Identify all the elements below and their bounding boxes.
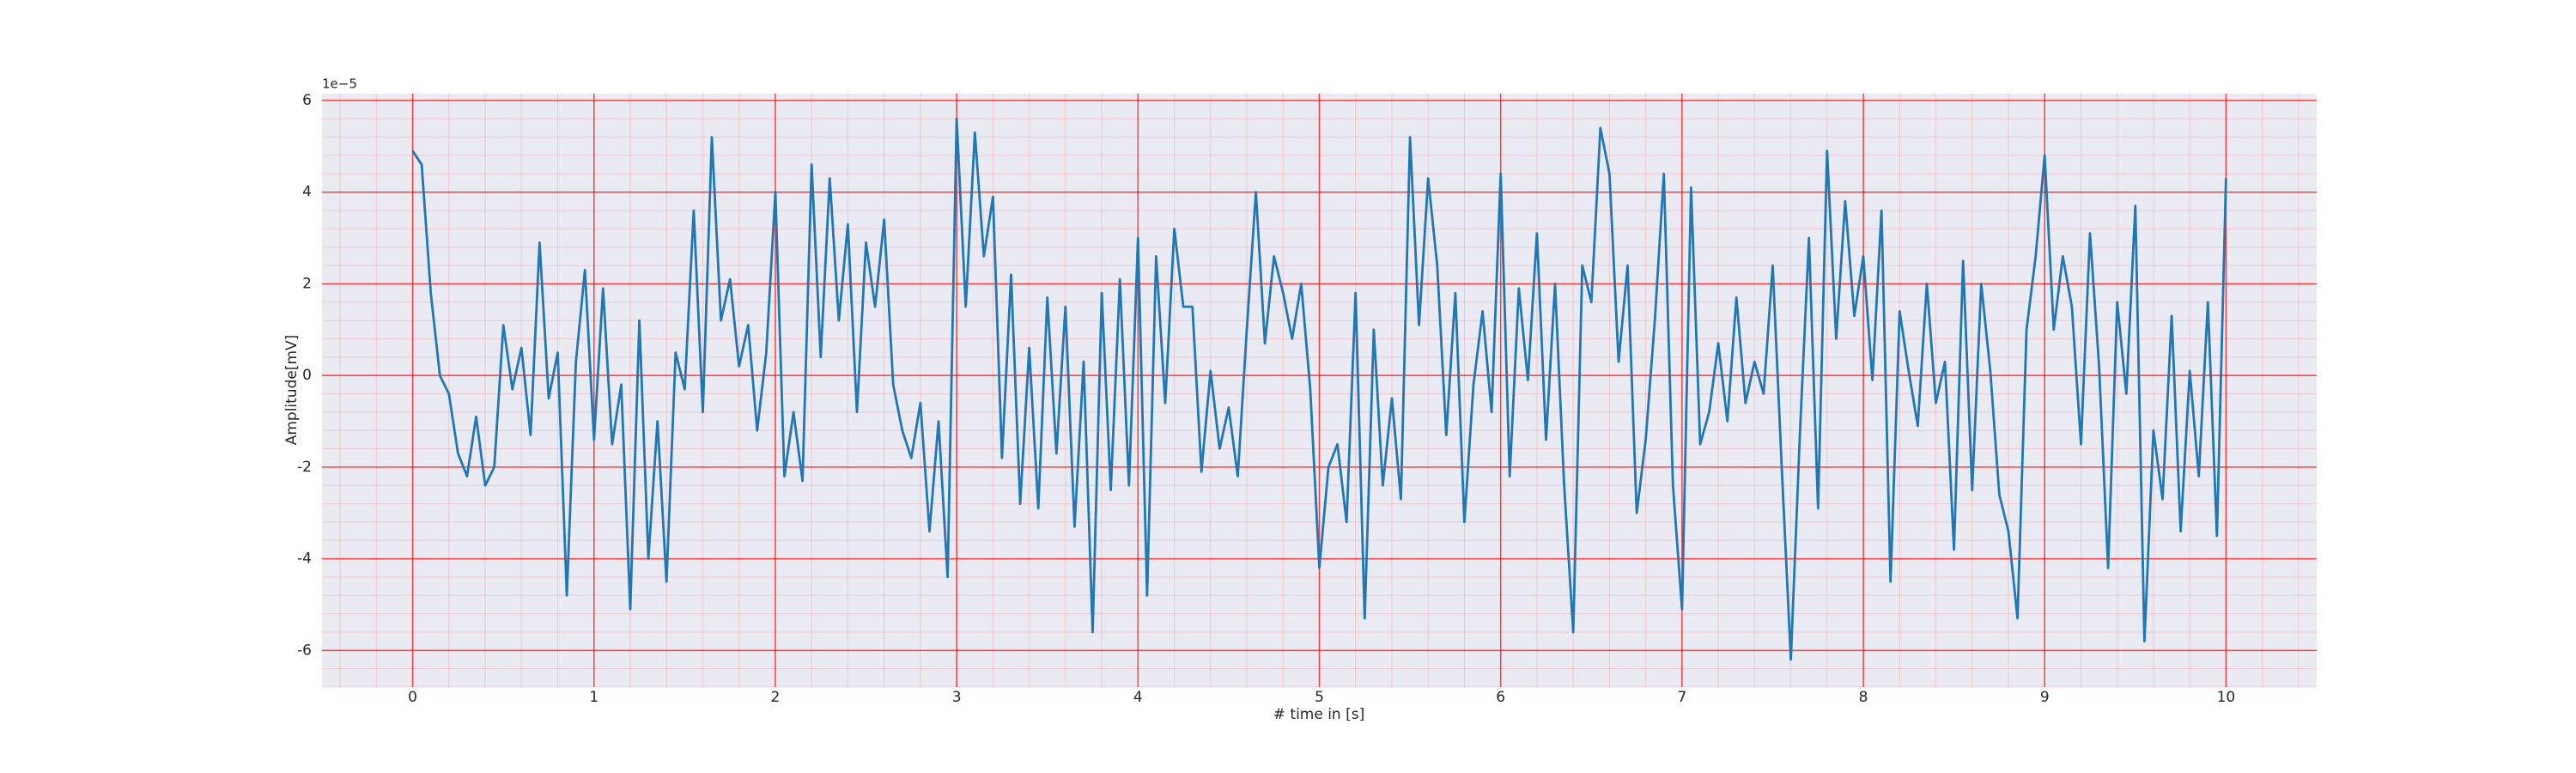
y-tick-label: -2 [297, 459, 312, 476]
y-offset-label: 1e−5 [322, 76, 357, 92]
y-tick-label: 2 [302, 275, 312, 292]
x-tick-label: 6 [1496, 689, 1505, 706]
y-tick-label: -6 [297, 642, 312, 659]
y-tick-label: 4 [302, 184, 312, 201]
signal-line [411, 117, 2227, 661]
x-axis-label: # time in [s] [1273, 706, 1364, 723]
x-tick-label: 0 [408, 689, 417, 706]
x-tick-label: 9 [2040, 689, 2050, 706]
x-tick-label: 3 [952, 689, 962, 706]
y-tick-label: 6 [302, 92, 312, 109]
x-tick-label: 10 [2217, 689, 2236, 706]
x-tick-label: 5 [1315, 689, 1324, 706]
y-tick-label: 0 [302, 367, 312, 384]
y-tick-label: -4 [297, 551, 312, 568]
x-tick-label: 8 [1859, 689, 1868, 706]
x-tick-label: 7 [1677, 689, 1686, 706]
y-axis-label: Amplitude[mV] [283, 335, 301, 446]
x-tick-label: 4 [1133, 689, 1143, 706]
x-tick-label: 1 [589, 689, 598, 706]
x-tick-label: 2 [771, 689, 781, 706]
